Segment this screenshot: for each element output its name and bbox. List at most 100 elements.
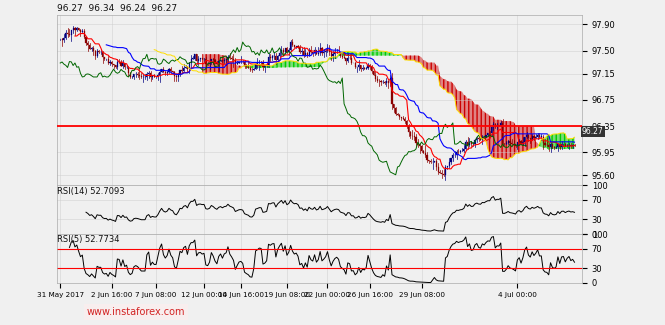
Bar [288,50,289,52]
Bar [332,54,334,56]
Bar [78,28,79,30]
Bar [166,72,168,73]
Bar [347,58,348,61]
Bar [253,69,254,70]
Bar [80,30,81,32]
Bar [205,59,206,64]
Bar [229,57,230,58]
Bar [449,162,450,166]
Bar [340,52,341,56]
Bar [474,140,475,144]
Bar [96,51,98,56]
Bar [406,122,407,126]
Bar [176,76,177,77]
Bar [159,72,160,75]
Bar [187,67,188,69]
Bar [320,48,321,53]
Bar [495,124,496,127]
Bar [393,104,394,109]
Bar [395,109,396,113]
Bar [178,74,179,77]
Bar [309,50,310,55]
Bar [561,144,562,147]
Bar [196,54,197,61]
Bar [375,75,376,79]
Bar [218,61,219,64]
Bar [530,138,531,139]
Bar [244,62,245,66]
Bar [331,52,332,56]
Bar [227,57,229,59]
Bar [329,48,330,52]
Bar [76,28,77,30]
Bar [323,52,325,53]
Bar [231,58,232,59]
Bar [318,53,319,54]
Bar [115,65,116,68]
Bar [450,158,452,162]
Bar [294,45,295,46]
Bar [531,136,533,139]
Bar [299,47,301,52]
Bar [487,134,488,135]
Bar [314,50,315,53]
Bar [281,50,282,53]
Bar [509,141,511,143]
Bar [458,151,459,152]
Bar [297,46,299,47]
Bar [535,136,537,137]
Bar [259,62,260,63]
Bar [567,145,568,146]
Bar [548,145,549,148]
Bar [194,54,196,58]
Bar [404,119,406,122]
Bar [102,52,103,57]
Bar [369,65,370,67]
Bar [98,51,100,52]
Bar [414,136,415,137]
Bar [141,76,142,77]
Bar [354,63,356,67]
Bar [170,69,172,71]
Bar [410,132,411,136]
Bar [271,56,273,58]
Bar [222,60,223,61]
Bar [327,48,328,51]
Bar [386,81,387,83]
Bar [63,38,65,40]
Bar [533,136,535,137]
Bar [401,117,402,118]
Bar [345,58,346,61]
Bar [180,70,181,74]
Bar [517,142,518,146]
Bar [292,42,293,45]
Bar [165,72,166,73]
Bar [163,69,164,72]
Bar [447,166,448,167]
Bar [225,59,227,60]
Bar [565,144,566,146]
Bar [122,63,124,66]
Bar [113,64,114,65]
Bar [557,144,559,147]
Bar [312,52,313,53]
Bar [104,57,105,59]
Bar [388,81,389,84]
Bar [128,67,129,73]
Bar [426,155,428,160]
Bar [334,52,335,54]
Bar [511,143,512,144]
Bar [301,51,302,52]
Bar [148,73,149,74]
Bar [223,60,225,61]
Bar [476,138,477,140]
Bar [220,60,221,61]
Bar [537,135,538,136]
Bar [275,56,277,59]
Bar [438,167,439,172]
Bar [506,143,507,144]
Bar [283,50,284,53]
Bar [502,123,503,144]
Bar [211,59,212,63]
Bar [539,135,540,136]
